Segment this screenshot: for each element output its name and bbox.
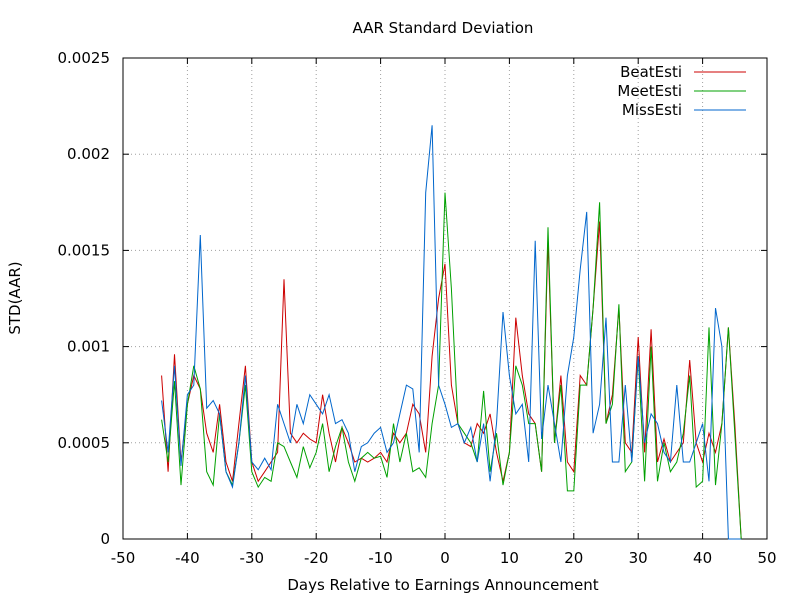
- series-line-beatesti: [161, 221, 742, 540]
- y-tick-label: 0: [100, 530, 110, 548]
- x-tick-label: -50: [111, 549, 136, 567]
- y-axis-label: STD(AAR): [6, 261, 24, 334]
- series-line-missesti: [161, 125, 742, 540]
- x-tick-label: 50: [757, 549, 776, 567]
- legend-label-missesti: MissEsti: [622, 101, 682, 119]
- x-tick-label: -40: [175, 549, 200, 567]
- y-tick-label: 0.0005: [58, 434, 111, 452]
- chart-title: AAR Standard Deviation: [353, 19, 534, 37]
- y-tick-label: 0.0025: [58, 49, 111, 67]
- x-tick-label: 30: [629, 549, 648, 567]
- y-tick-label: 0.001: [67, 338, 110, 356]
- x-tick-label: 10: [500, 549, 519, 567]
- x-tick-label: 20: [564, 549, 583, 567]
- legend-label-beatesti: BeatEsti: [620, 63, 682, 81]
- legend-label-meetesti: MeetEsti: [617, 82, 682, 100]
- x-tick-label: -20: [304, 549, 329, 567]
- y-tick-label: 0.0015: [58, 241, 111, 259]
- x-tick-label: 0: [440, 549, 450, 567]
- x-tick-label: -30: [240, 549, 265, 567]
- grid: [123, 58, 767, 539]
- x-tick-label: 40: [693, 549, 712, 567]
- series-lines: [161, 125, 742, 540]
- y-tick-label: 0.002: [67, 145, 110, 163]
- axis-ticks: -50 -40 -30 -20 -10 0 10 20 30 40 50 0 0.0005 0.001 0.…: [58, 49, 777, 567]
- x-axis-label: Days Relative to Earnings Announcement: [287, 576, 598, 594]
- series-line-meetesti: [161, 192, 742, 540]
- x-tick-label: -10: [368, 549, 393, 567]
